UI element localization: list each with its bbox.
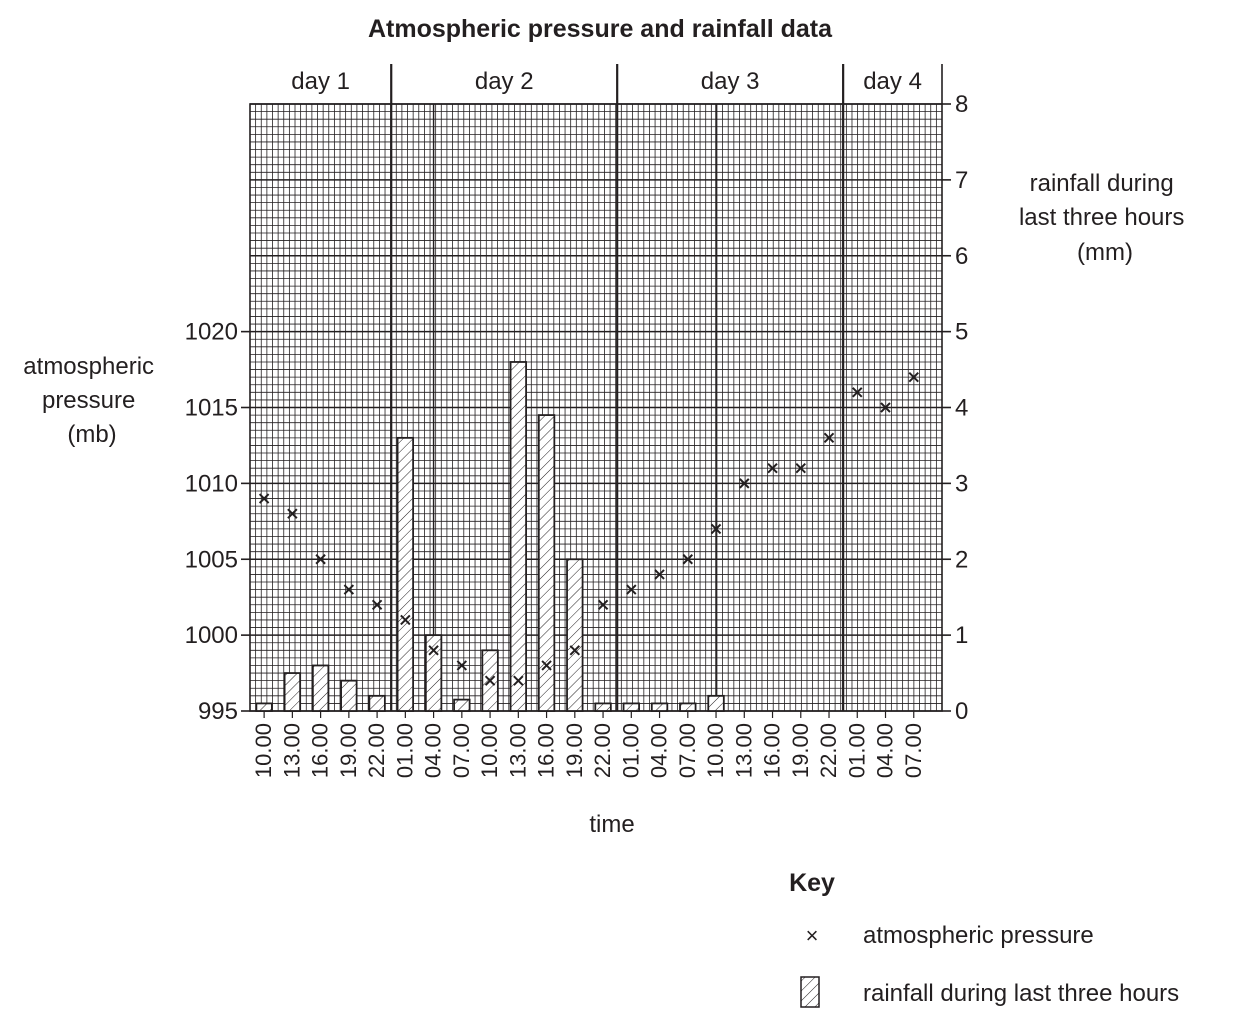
right-axis-label: rainfall during last three hours (mm) [1019,170,1191,266]
x-tick-label: 13.00 [505,723,530,778]
x-tick-label: 10.00 [703,723,728,778]
rainfall-bar [624,703,640,711]
day-label: day 1 [291,68,350,95]
x-tick-label: 04.00 [647,723,672,778]
day-labels: day 1 day 2 day 3 day 4 [291,68,922,95]
rainfall-bar [426,635,442,711]
rainfall-bar [511,362,527,711]
right-tick-label: 3 [955,470,968,497]
legend-hatch-icon [801,977,819,1007]
rainfall-bar [595,703,611,711]
right-tick-label: 1 [955,622,968,649]
rainfall-bar [341,681,357,711]
x-axis-label: time [589,811,634,838]
x-tick-label: 07.00 [901,723,926,778]
x-tick-label: 07.00 [675,723,700,778]
right-tick-label: 2 [955,546,968,573]
left-tick-label: 1000 [185,622,238,649]
legend-entry-pressure: atmospheric pressure [863,922,1094,949]
right-tick-label: 6 [955,243,968,270]
legend-title: Key [789,869,835,897]
right-tick-label: 8 [955,91,968,118]
day-label: day 2 [475,68,534,95]
right-tick-label: 7 [955,167,968,194]
x-tick-label: 10.00 [477,723,502,778]
left-tick-label: 1010 [185,470,238,497]
legend-cross-icon: × [806,923,819,948]
day-label: day 3 [701,68,760,95]
x-tick-label: 04.00 [421,723,446,778]
x-tick-label: 04.00 [873,723,898,778]
rainfall-bar [256,703,272,711]
right-tick-label: 5 [955,319,968,346]
x-tick-label: 13.00 [731,723,756,778]
left-axis-ticks: 995 1000 1005 1010 1015 1020 [185,319,250,725]
chart-title: Atmospheric pressure and rainfall data [368,15,833,43]
x-tick-label: 22.00 [590,723,615,778]
x-tick-label: 19.00 [562,723,587,778]
rainfall-bar [313,665,329,711]
day-label: day 4 [863,68,922,95]
x-tick-label: 01.00 [844,723,869,778]
x-tick-label: 10.00 [251,723,276,778]
right-axis-ticks: 0 1 2 3 4 5 6 7 8 [942,91,968,725]
rainfall-bar [369,696,385,711]
left-tick-label: 995 [198,698,238,725]
rainfall-bar [285,673,301,711]
x-tick-label: 13.00 [279,723,304,778]
legend-entry-rainfall: rainfall during last three hours [863,980,1179,1007]
rainfall-bar [567,559,583,711]
rainfall-bar [398,438,414,711]
x-tick-label: 16.00 [760,723,785,778]
x-tick-label: 16.00 [534,723,559,778]
left-tick-label: 1005 [185,546,238,573]
x-tick-label: 16.00 [308,723,333,778]
x-tick-label: 19.00 [336,723,361,778]
rainfall-bar [680,703,696,711]
left-tick-label: 1020 [185,319,238,346]
x-tick-label: 07.00 [449,723,474,778]
x-axis-ticks: 10.00 13.00 16.00 19.00 22.00 01.00 04.00 07.00… [251,711,926,778]
right-tick-label: 4 [955,395,968,422]
rainfall-bar [652,703,668,711]
left-tick-label: 1015 [185,395,238,422]
x-tick-label: 22.00 [364,723,389,778]
rainfall-bar [708,696,724,711]
x-tick-label: 22.00 [816,723,841,778]
right-tick-label: 0 [955,698,968,725]
legend: Key × atmospheric pressure rainfall duri… [789,869,1179,1007]
left-axis-label: atmospheric pressure (mb) [23,353,160,448]
x-tick-label: 01.00 [618,723,643,778]
rainfall-bar [454,700,470,711]
x-tick-label: 19.00 [788,723,813,778]
x-tick-label: 01.00 [392,723,417,778]
grid [250,104,942,711]
